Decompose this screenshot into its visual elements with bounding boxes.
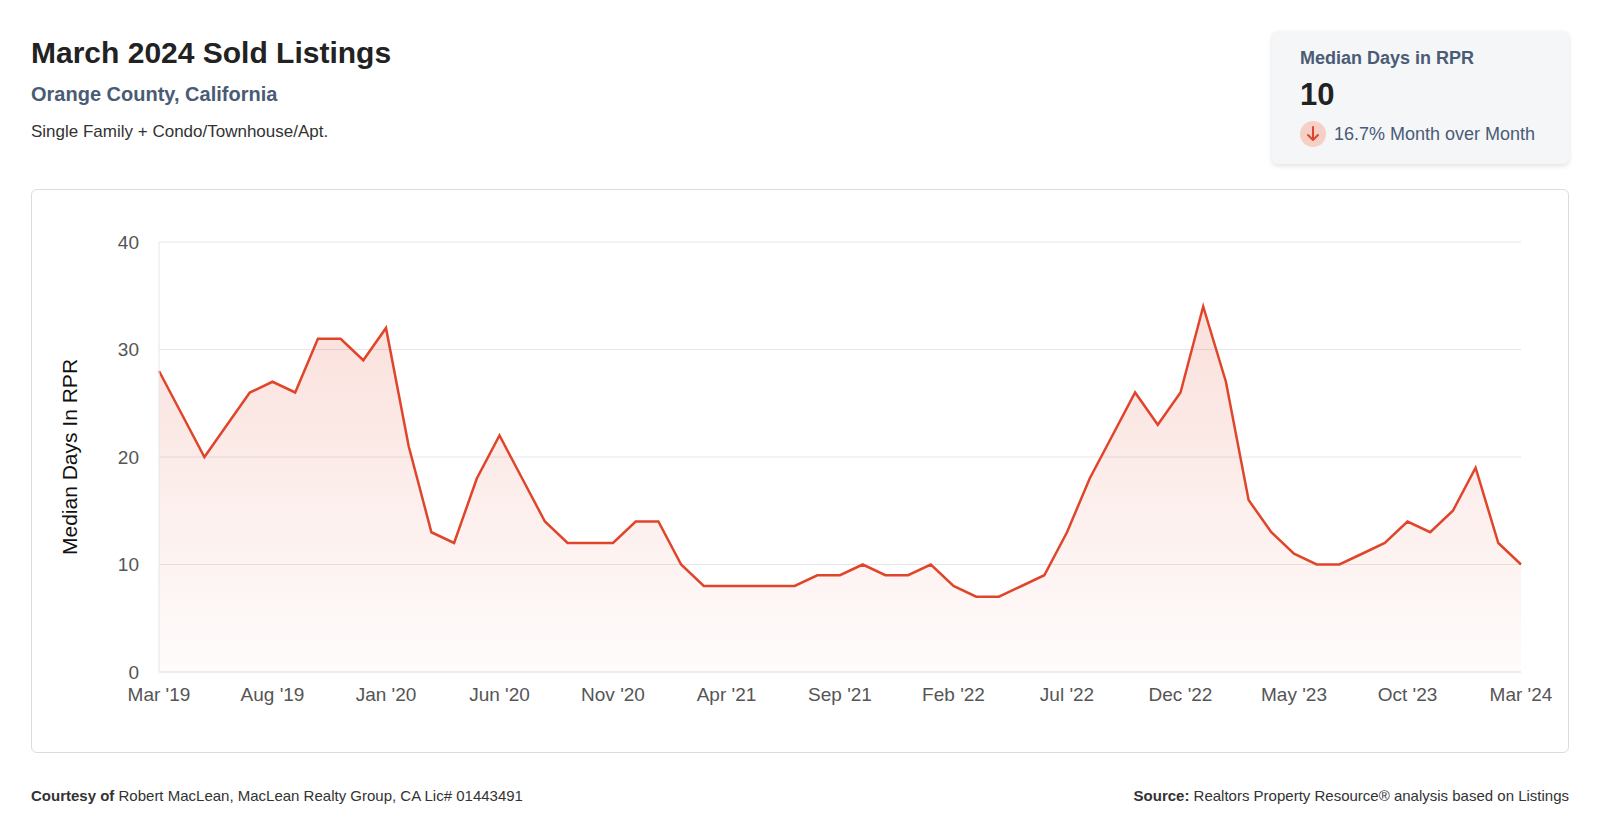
- svg-text:Nov '20: Nov '20: [581, 684, 645, 705]
- svg-text:Aug '19: Aug '19: [241, 684, 305, 705]
- svg-text:Jul '22: Jul '22: [1040, 684, 1094, 705]
- svg-text:Jun '20: Jun '20: [469, 684, 530, 705]
- svg-text:May '23: May '23: [1261, 684, 1327, 705]
- svg-text:Apr '21: Apr '21: [697, 684, 757, 705]
- svg-text:Mar '19: Mar '19: [128, 684, 191, 705]
- svg-text:Jan '20: Jan '20: [356, 684, 417, 705]
- svg-text:20: 20: [118, 447, 139, 468]
- html-text:Source: Realtors Property Reso: Source: Realtors Property Resource® anal…: [1133, 787, 1569, 804]
- svg-text:Sep '21: Sep '21: [808, 684, 872, 705]
- svg-text:Dec '22: Dec '22: [1149, 684, 1213, 705]
- svg-text:40: 40: [118, 232, 139, 253]
- svg-text:Feb '22: Feb '22: [922, 684, 985, 705]
- svg-text:10: 10: [118, 554, 139, 575]
- html-text:Courtesy of Robert MacLean, Ma: Courtesy of Robert MacLean, MacLean Real…: [31, 787, 523, 804]
- svg-text:0: 0: [128, 662, 139, 683]
- html-text:Orange County, California: Orange County, California: [31, 83, 278, 105]
- html-text:Median Days in RPR: Median Days in RPR: [1300, 48, 1474, 68]
- html-text:16.7% Month over Month: 16.7% Month over Month: [1334, 123, 1536, 144]
- html-text:Single Family + Condo/Townhous: Single Family + Condo/Townhouse/Apt.: [31, 122, 329, 141]
- svg-text:Median Days In RPR: Median Days In RPR: [58, 359, 81, 555]
- svg-text:Oct '23: Oct '23: [1378, 684, 1438, 705]
- svg-text:30: 30: [118, 339, 139, 360]
- html-text:March 2024 Sold Listings: March 2024 Sold Listings: [31, 36, 392, 69]
- html-text:10: 10: [1300, 77, 1335, 112]
- svg-text:Mar '24: Mar '24: [1490, 684, 1553, 705]
